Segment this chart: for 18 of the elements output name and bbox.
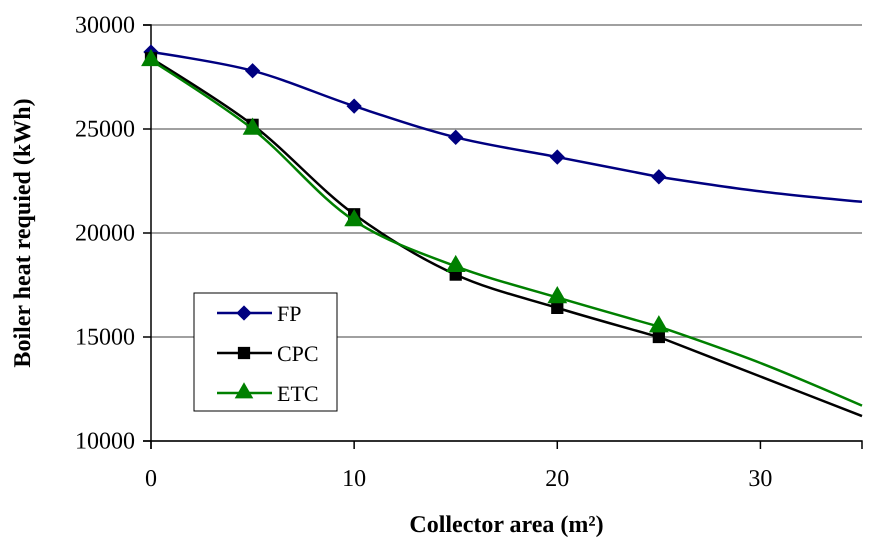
legend-label: CPC bbox=[277, 341, 319, 366]
x-axis-title: Collector area (m²) bbox=[409, 512, 604, 538]
y-tick-label: 30000 bbox=[75, 12, 135, 39]
legend-label: ETC bbox=[277, 381, 319, 406]
x-tick-label: 0 bbox=[145, 466, 157, 492]
x-tick-label: 30 bbox=[748, 466, 772, 492]
y-axis-title: Boiler heat requied (kWh) bbox=[10, 98, 36, 368]
y-tick-label: 20000 bbox=[75, 220, 135, 247]
y-tick-label: 10000 bbox=[75, 428, 135, 455]
x-tick-label: 10 bbox=[342, 466, 366, 492]
legend-label: FP bbox=[277, 301, 302, 326]
y-tick-label: 25000 bbox=[75, 116, 135, 143]
x-tick-label: 20 bbox=[545, 466, 570, 492]
point bbox=[244, 63, 260, 78]
y-tick-label: 15000 bbox=[75, 324, 135, 351]
point bbox=[346, 98, 362, 114]
point bbox=[448, 130, 464, 145]
point bbox=[550, 149, 565, 165]
